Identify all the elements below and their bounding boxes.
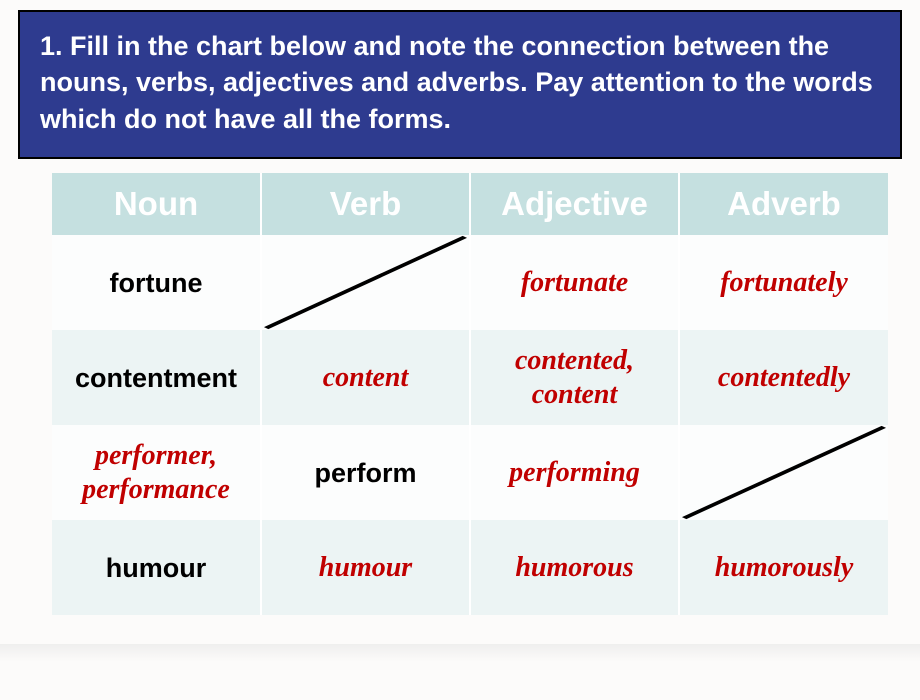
cell-verb (261, 235, 470, 330)
cell-verb: perform (261, 425, 470, 520)
no-form-slash-icon (262, 235, 469, 330)
word-forms-table-wrap: Noun Verb Adjective Adverb fortunefortun… (52, 173, 888, 615)
table-row: humour humour humorous humorously (52, 520, 888, 615)
cell-text: performer, performance (82, 440, 230, 505)
instruction-text: 1. Fill in the chart below and note the … (40, 28, 880, 137)
col-header-noun: Noun (52, 173, 261, 235)
cell-adjective: humorous (470, 520, 679, 615)
cell-text: humorous (515, 552, 633, 583)
cell-text: performing (509, 457, 640, 488)
cell-verb: humour (261, 520, 470, 615)
cell-adverb (679, 425, 888, 520)
cell-text: fortunately (720, 267, 848, 298)
table-header-row: Noun Verb Adjective Adverb (52, 173, 888, 235)
bottom-shadow (0, 644, 920, 662)
cell-adverb: humorously (679, 520, 888, 615)
instruction-box: 1. Fill in the chart below and note the … (18, 10, 902, 159)
cell-verb: content (261, 330, 470, 425)
cell-text: humour (319, 552, 412, 583)
cell-text: content (323, 362, 409, 393)
cell-text: humour (106, 553, 207, 583)
table-row: fortune fortunate fortunately (52, 235, 888, 330)
table-row: performer, performance perform performing (52, 425, 888, 520)
cell-text: contentment (75, 363, 237, 393)
cell-noun: fortune (52, 235, 261, 330)
table-body: fortunefortunatefortunatelycontentmentco… (52, 235, 888, 615)
cell-noun: humour (52, 520, 261, 615)
cell-text: perform (314, 458, 416, 488)
cell-noun: contentment (52, 330, 261, 425)
cell-text: fortune (110, 268, 203, 298)
no-form-slash-icon (680, 425, 888, 520)
cell-adverb: fortunately (679, 235, 888, 330)
col-header-adjective: Adjective (470, 173, 679, 235)
cell-text: fortunate (521, 267, 628, 298)
cell-text: humorously (715, 552, 854, 583)
slide: 1. Fill in the chart below and note the … (0, 10, 920, 700)
word-forms-table: Noun Verb Adjective Adverb fortunefortun… (52, 173, 888, 615)
cell-adjective: contented, content (470, 330, 679, 425)
cell-adjective: performing (470, 425, 679, 520)
cell-noun: performer, performance (52, 425, 261, 520)
col-header-verb: Verb (261, 173, 470, 235)
cell-adverb: contentedly (679, 330, 888, 425)
cell-text: contented, content (515, 345, 634, 410)
cell-text: contentedly (718, 362, 850, 393)
cell-adjective: fortunate (470, 235, 679, 330)
col-header-adverb: Adverb (679, 173, 888, 235)
table-row: contentment content contented, content cont… (52, 330, 888, 425)
